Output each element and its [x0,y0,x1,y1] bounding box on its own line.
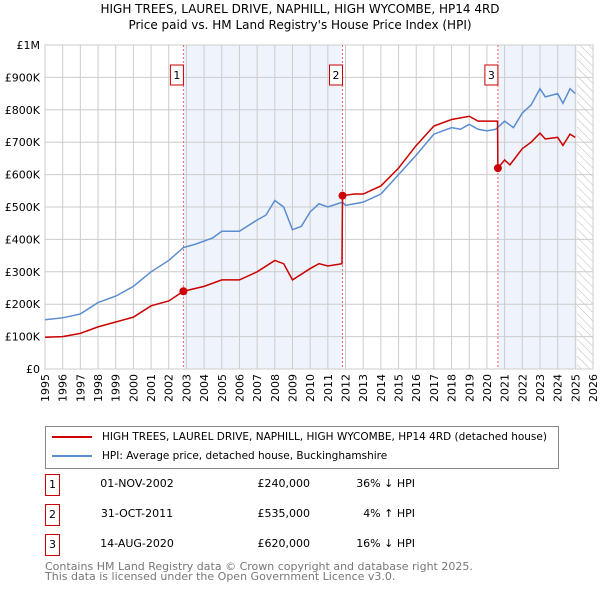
price-chart: 1995 1996 1997 1998 1999 2000 2001 2002 2003 2004… [5,39,600,402]
x-tick-label: 2017 [428,374,441,402]
sale-date: 31-OCT-2011 [100,507,174,520]
sale-price: £620,000 [257,537,311,550]
y-tick-label: £1M [17,39,41,52]
chart-subtitle: Price paid vs. HM Land Registry's House … [128,18,472,32]
y-tick-label: £500K [5,201,41,214]
x-tick-label: 2003 [180,374,193,402]
sale-hpi: 16% ↓ HPI [356,537,415,550]
x-tick-label: 2010 [304,374,317,402]
x-tick-label: 1997 [74,374,87,402]
x-tick-label: 2019 [463,374,476,402]
y-tick-label: £700K [5,136,41,149]
x-tick-label: 2002 [163,374,176,402]
sale-badge: 2 [45,504,60,526]
x-tick-label: 2023 [534,374,547,402]
series-line [44,115,576,338]
sale-row: 1 01-NOV-2002 £240,000 36% ↓ HPI [45,474,600,496]
sale-hpi: 36% ↓ HPI [356,477,415,490]
footer-copyright: Contains HM Land Registry data © Crown c… [45,560,473,573]
x-tick-label: 2020 [481,374,494,402]
x-tick-label: 2013 [357,374,370,402]
x-tick-label: 2000 [127,374,140,402]
x-tick-label: 1999 [110,374,123,402]
sale-row: 2 31-OCT-2011 £535,000 4% ↑ HPI [45,504,600,526]
x-tick-label: 2026 [587,374,600,402]
legend-swatch-red [52,436,92,438]
legend-item-property: HIGH TREES, LAUREL DRIVE, NAPHILL, HIGH … [52,431,547,443]
sale-label: 1 [173,69,180,82]
x-tick-label: 2015 [393,374,406,402]
x-tick-label: 2007 [251,374,264,402]
x-tick-label: 2001 [145,374,158,402]
x-tick-label: 2012 [340,374,353,402]
sale-hpi: 4% ↑ HPI [363,507,415,520]
x-tick-label: 1996 [57,374,70,402]
sale-date: 01-NOV-2002 [100,477,174,490]
sale-label-box [329,64,344,86]
y-tick-label: £100K [5,331,41,344]
y-tick-label: £200K [5,298,41,311]
sale-label: 3 [488,69,495,82]
legend-item-hpi: HPI: Average price, detached house, Buck… [52,450,387,462]
legend-label: HIGH TREES, LAUREL DRIVE, NAPHILL, HIGH … [102,431,547,443]
y-tick-label: £0 [26,363,40,376]
sale-label-box [169,64,184,86]
sale-point [179,287,188,296]
sale-badge: 3 [45,534,60,556]
chart-title: HIGH TREES, LAUREL DRIVE, NAPHILL, HIGH … [100,2,500,16]
y-tick-label: £800K [5,104,41,117]
sale-row: 3 14-AUG-2020 £620,000 16% ↓ HPI [45,534,600,556]
x-tick-label: 2011 [322,374,335,402]
x-tick-label: 1995 [39,374,52,402]
sale-badge: 1 [45,474,60,496]
y-tick-label: £400K [5,233,41,246]
x-tick-label: 2022 [516,374,529,402]
x-tick-label: 2025 [569,374,582,402]
y-tick-label: £900K [5,71,41,84]
x-tick-label: 2004 [198,374,211,402]
x-tick-label: 2009 [286,374,299,402]
footer-licence: This data is licensed under the Open Gov… [45,570,396,583]
sale-date: 14-AUG-2020 [100,537,174,550]
x-tick-label: 2014 [375,374,388,402]
sale-price: £240,000 [257,477,311,490]
sale-price: £535,000 [257,507,311,520]
sale-point [493,164,502,173]
plot-frame [44,44,594,370]
y-tick-label: £300K [5,266,41,279]
legend-label: HPI: Average price, detached house, Buck… [102,450,388,462]
legend: HIGH TREES, LAUREL DRIVE, NAPHILL, HIGH … [45,426,559,469]
x-tick-label: 2018 [446,374,459,402]
x-tick-label: 2005 [216,374,229,402]
legend-swatch-blue [52,455,92,457]
x-tick-label: 2016 [410,374,423,402]
x-tick-label: 2008 [269,374,282,402]
sale-label-box [484,64,499,86]
sale-label: 2 [333,69,340,82]
x-tick-label: 1998 [92,374,105,402]
x-tick-label: 2024 [552,374,565,402]
sale-point [338,191,347,200]
x-tick-label: 2006 [233,374,246,402]
y-tick-label: £600K [5,169,41,182]
x-tick-label: 2021 [499,374,512,402]
